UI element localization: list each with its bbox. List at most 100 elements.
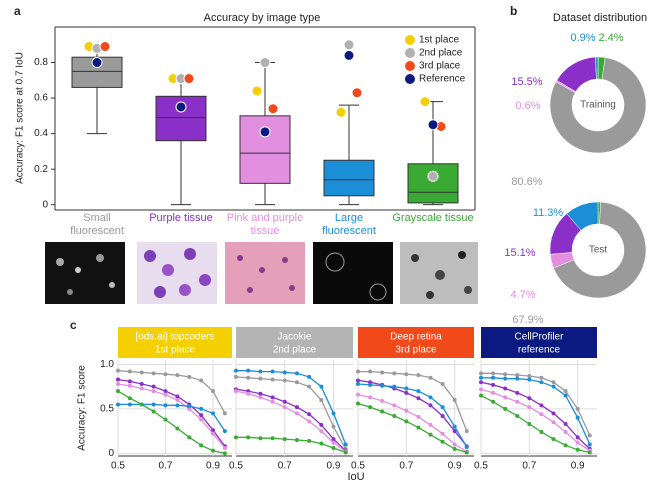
point: [283, 437, 287, 441]
point: [527, 378, 531, 382]
point: [588, 450, 592, 454]
point: [491, 400, 495, 404]
point: [332, 441, 336, 445]
point: [404, 386, 408, 390]
point: [416, 373, 420, 377]
line: [236, 389, 346, 450]
legend-label: 2nd place: [419, 48, 463, 59]
point: [356, 382, 360, 386]
point: [503, 407, 507, 411]
point: [564, 443, 568, 447]
x-tick-label: 0.9: [327, 461, 341, 472]
point: [307, 375, 311, 379]
point: [199, 378, 203, 382]
point: [307, 439, 311, 443]
point: [128, 396, 132, 400]
point: [187, 404, 191, 408]
point: [140, 386, 144, 390]
point: [283, 405, 287, 409]
y-tick-label: 1.0: [100, 359, 114, 370]
legend-label: Reference: [419, 74, 466, 85]
line: [236, 391, 346, 452]
point: [199, 413, 203, 417]
marker: [268, 104, 278, 114]
point: [116, 402, 120, 406]
point: [271, 400, 275, 404]
point: [576, 448, 580, 452]
x-tick-label: Purple tissue: [139, 212, 223, 225]
point: [319, 398, 323, 402]
point: [368, 395, 372, 399]
point: [295, 405, 299, 409]
point: [116, 389, 120, 393]
point: [416, 396, 420, 400]
marker: [252, 86, 262, 96]
y-tick-label: 0.4: [34, 128, 48, 139]
point: [465, 445, 469, 449]
x-tick-label: 0.9: [448, 461, 462, 472]
panel-subtitle: 3rd place: [395, 345, 437, 356]
point: [307, 412, 311, 416]
point: [588, 442, 592, 446]
marker: [184, 74, 194, 84]
point: [380, 384, 384, 388]
line: [118, 391, 225, 453]
point: [199, 418, 203, 422]
x-tick-label: Large fluorescent: [307, 212, 391, 238]
point: [128, 402, 132, 406]
value-label: 0.6%: [515, 100, 540, 112]
point: [404, 391, 408, 395]
point: [283, 370, 287, 374]
box: [324, 160, 374, 196]
panel-subtitle: 2nd place: [273, 345, 317, 356]
point: [234, 389, 238, 393]
point: [453, 398, 457, 402]
x-tick-label: Pink and purple tissue: [223, 212, 307, 238]
point: [552, 385, 556, 389]
marker: [336, 107, 346, 117]
marker: [428, 120, 438, 130]
x-tick-label: 0.7: [278, 461, 292, 472]
point: [576, 435, 580, 439]
point: [527, 405, 531, 409]
point: [429, 376, 433, 380]
marker: [344, 50, 354, 60]
point: [164, 418, 168, 422]
value-label: 15.5%: [511, 76, 542, 88]
point: [404, 372, 408, 376]
legend-label: 1st place: [419, 35, 459, 46]
point: [295, 371, 299, 375]
x-tick-label: 0.7: [159, 461, 173, 472]
line: [358, 395, 467, 452]
point: [258, 395, 262, 399]
point: [479, 380, 483, 384]
y-axis-label: Accuracy: F1 score at 0.7 IoU: [15, 52, 26, 184]
x-tick-label: 0.5: [474, 461, 488, 472]
point: [392, 414, 396, 418]
point: [491, 391, 495, 395]
y-tick-label: 0.5: [100, 404, 114, 415]
chart-title: Accuracy by image type: [204, 12, 321, 24]
point: [503, 372, 507, 376]
point: [429, 395, 433, 399]
point: [175, 373, 179, 377]
center-label: Test: [589, 245, 608, 256]
point: [295, 438, 299, 442]
point: [356, 393, 360, 397]
point: [175, 403, 179, 407]
point: [223, 411, 227, 415]
point: [211, 449, 215, 453]
point: [175, 398, 179, 402]
line: [236, 437, 346, 452]
point: [564, 430, 568, 434]
point: [368, 370, 372, 374]
point: [465, 450, 469, 454]
point: [465, 429, 469, 433]
point: [234, 375, 238, 379]
point: [515, 400, 519, 404]
point: [453, 442, 457, 446]
y-tick-label: 0: [108, 448, 114, 459]
panel-label: b: [510, 4, 517, 18]
point: [441, 432, 445, 436]
x-tick-label: 0.5: [229, 461, 243, 472]
